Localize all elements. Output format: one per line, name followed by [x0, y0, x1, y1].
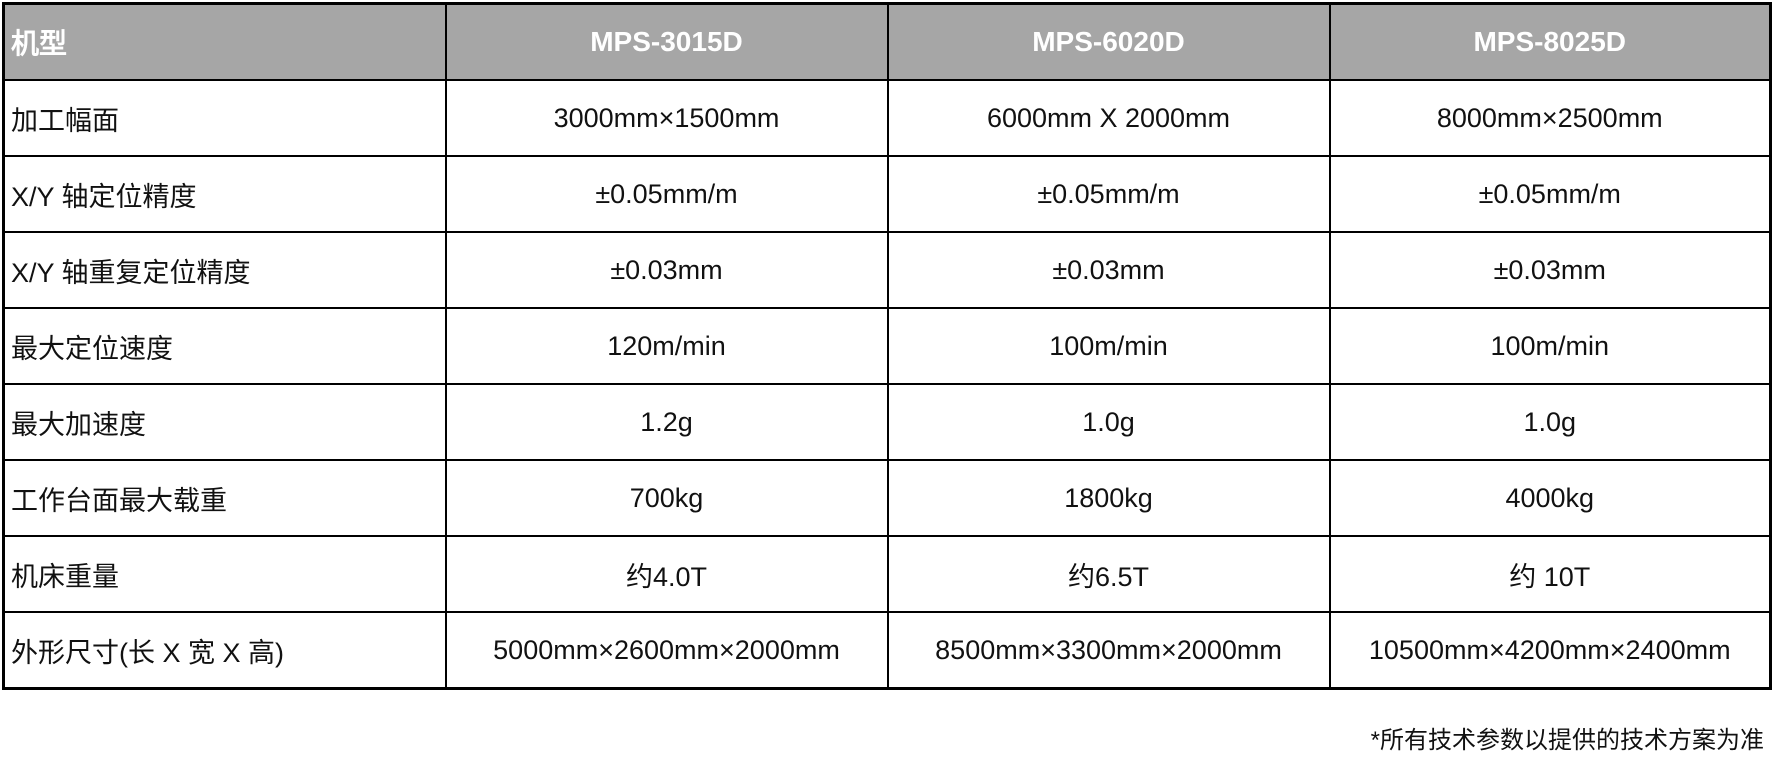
row-value: ±0.05mm/m: [444, 155, 889, 233]
row-value: 5000mm×2600mm×2000mm: [444, 611, 889, 690]
row-value: 约 10T: [1328, 535, 1772, 613]
row-value: ±0.03mm: [886, 231, 1331, 309]
header-model: MPS-8025D: [1328, 2, 1772, 81]
row-value: 10500mm×4200mm×2400mm: [1328, 611, 1772, 690]
row-value: 4000kg: [1328, 459, 1772, 537]
row-label: 最大定位速度: [2, 307, 447, 385]
table-row: 机床重量 约4.0T 约6.5T 约 10T: [2, 535, 1772, 613]
row-label: X/Y 轴重复定位精度: [2, 231, 447, 309]
row-value: 1.0g: [1328, 383, 1772, 461]
table-row: 最大加速度 1.2g 1.0g 1.0g: [2, 383, 1772, 461]
table-row: X/Y 轴重复定位精度 ±0.03mm ±0.03mm ±0.03mm: [2, 231, 1772, 309]
header-label: 机型: [2, 2, 447, 81]
row-value: ±0.05mm/m: [1328, 155, 1772, 233]
row-value: 1800kg: [886, 459, 1331, 537]
header-model: MPS-6020D: [886, 2, 1331, 81]
row-value: 约6.5T: [886, 535, 1331, 613]
row-label: 工作台面最大载重: [2, 459, 447, 537]
row-label: 机床重量: [2, 535, 447, 613]
spec-table: 机型 MPS-3015D MPS-6020D MPS-8025D 加工幅面 300…: [2, 2, 1772, 690]
footnote: *所有技术参数以提供的技术方案为准: [1370, 727, 1764, 754]
row-value: ±0.03mm: [444, 231, 889, 309]
row-value: 700kg: [444, 459, 889, 537]
row-label: X/Y 轴定位精度: [2, 155, 447, 233]
header-row: 机型 MPS-3015D MPS-6020D MPS-8025D: [2, 2, 1772, 81]
row-value: 8000mm×2500mm: [1328, 79, 1772, 157]
header-model: MPS-3015D: [444, 2, 889, 81]
row-label: 最大加速度: [2, 383, 447, 461]
row-value: 100m/min: [886, 307, 1331, 385]
row-label: 加工幅面: [2, 79, 447, 157]
row-value: 约4.0T: [444, 535, 889, 613]
table-row: 加工幅面 3000mm×1500mm 6000mm X 2000mm 8000mm×2…: [2, 79, 1772, 157]
row-value: 6000mm X 2000mm: [886, 79, 1331, 157]
row-label: 外形尺寸(长 X 宽 X 高): [2, 611, 447, 690]
table-row: 外形尺寸(长 X 宽 X 高) 5000mm×2600mm×2000mm 8500m…: [2, 611, 1772, 690]
row-value: 1.0g: [886, 383, 1331, 461]
row-value: ±0.03mm: [1328, 231, 1772, 309]
row-value: 100m/min: [1328, 307, 1772, 385]
table-row: 工作台面最大载重 700kg 1800kg 4000kg: [2, 459, 1772, 537]
table-row: X/Y 轴定位精度 ±0.05mm/m ±0.05mm/m ±0.05mm/m: [2, 155, 1772, 233]
row-value: 120m/min: [444, 307, 889, 385]
row-value: 1.2g: [444, 383, 889, 461]
table-row: 最大定位速度 120m/min 100m/min 100m/min: [2, 307, 1772, 385]
row-value: 8500mm×3300mm×2000mm: [886, 611, 1331, 690]
row-value: ±0.05mm/m: [886, 155, 1331, 233]
row-value: 3000mm×1500mm: [444, 79, 889, 157]
